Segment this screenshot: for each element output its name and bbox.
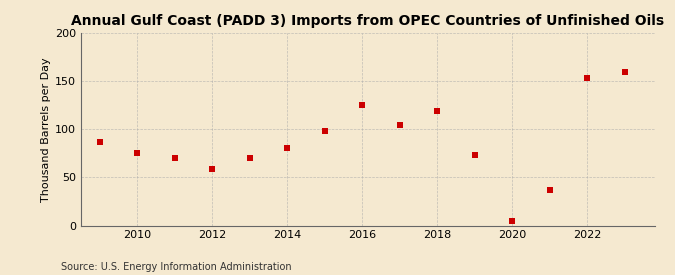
Point bbox=[132, 151, 142, 155]
Point bbox=[394, 123, 405, 128]
Point bbox=[582, 76, 593, 80]
Title: Annual Gulf Coast (PADD 3) Imports from OPEC Countries of Unfinished Oils: Annual Gulf Coast (PADD 3) Imports from … bbox=[72, 14, 664, 28]
Point bbox=[282, 145, 293, 150]
Point bbox=[207, 166, 217, 171]
Point bbox=[319, 129, 330, 133]
Point bbox=[432, 109, 443, 113]
Point bbox=[507, 218, 518, 223]
Point bbox=[244, 156, 255, 160]
Text: Source: U.S. Energy Information Administration: Source: U.S. Energy Information Administ… bbox=[61, 262, 292, 272]
Point bbox=[357, 103, 368, 107]
Point bbox=[469, 153, 480, 157]
Point bbox=[95, 139, 105, 144]
Point bbox=[620, 69, 630, 74]
Point bbox=[544, 188, 555, 192]
Y-axis label: Thousand Barrels per Day: Thousand Barrels per Day bbox=[41, 57, 51, 202]
Point bbox=[169, 156, 180, 160]
